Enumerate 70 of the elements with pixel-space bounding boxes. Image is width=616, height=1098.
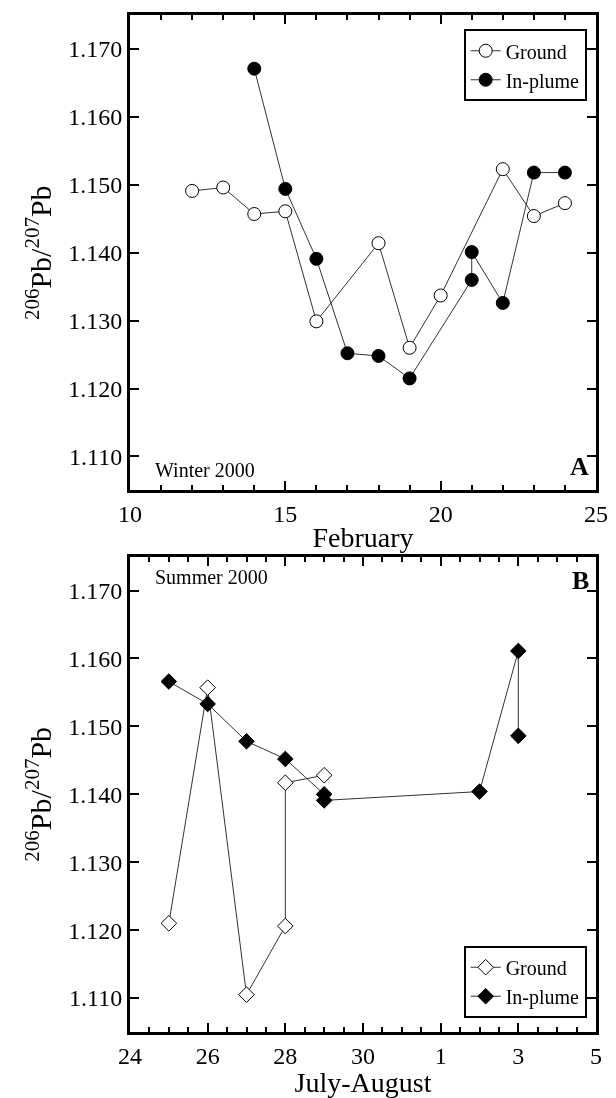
- point: [510, 727, 527, 745]
- point: [199, 679, 216, 696]
- x-axis-title: July-August: [294, 1067, 432, 1098]
- point: [402, 340, 417, 355]
- y-tick-label: 1.140: [68, 240, 123, 267]
- x-tick-label: 30: [351, 1042, 375, 1069]
- point: [557, 196, 572, 211]
- y-tick-label: 1.110: [69, 985, 123, 1012]
- point: [247, 61, 262, 76]
- y-tick-label: 1.150: [68, 172, 123, 199]
- y-tick-label: 1.130: [68, 849, 123, 876]
- x-tick-label: 24: [118, 1042, 142, 1069]
- y-tick-label: 1.140: [68, 781, 123, 808]
- x-tick-label: 5: [590, 1042, 602, 1069]
- point: [278, 181, 293, 196]
- y-tick-label: 1.120: [68, 917, 123, 944]
- point: [199, 695, 216, 713]
- annotation: A: [570, 452, 589, 481]
- point: [402, 371, 417, 386]
- point: [277, 774, 294, 792]
- x-tick-label: 20: [428, 501, 453, 528]
- annotation: Winter 2000: [155, 459, 255, 481]
- point: [526, 165, 541, 180]
- point: [309, 314, 324, 329]
- point: [464, 245, 479, 260]
- y-tick-label: 1.150: [68, 713, 123, 740]
- point: [160, 915, 178, 932]
- annotation: Summer 2000: [155, 566, 268, 588]
- x-tick-label: 10: [118, 501, 142, 528]
- x-tick-label: 26: [195, 1042, 220, 1069]
- point: [371, 236, 386, 251]
- point: [277, 917, 294, 935]
- point: [495, 295, 510, 310]
- legend-label: Ground: [505, 40, 567, 63]
- point: [277, 750, 294, 768]
- legend-label: In-plume: [505, 986, 580, 1010]
- point: [185, 183, 200, 198]
- x-tick-label: 1: [434, 1042, 447, 1069]
- point: [238, 986, 255, 1003]
- point: [340, 346, 355, 361]
- point: [557, 165, 572, 180]
- point: [433, 288, 448, 303]
- point: [247, 207, 262, 221]
- point: [238, 733, 255, 750]
- point: [526, 209, 541, 224]
- y-tick-label: 1.110: [69, 443, 123, 470]
- point: [464, 272, 479, 287]
- point: [315, 766, 333, 784]
- y-tick-label: 1.170: [68, 577, 123, 604]
- point: [371, 348, 386, 363]
- y-tick-label: 1.120: [68, 375, 123, 402]
- point: [216, 180, 231, 195]
- point: [471, 783, 488, 800]
- legend-label: In-plume: [505, 69, 580, 93]
- y-tick-label: 1.130: [68, 308, 123, 335]
- point: [495, 162, 510, 177]
- x-tick-label: 25: [584, 501, 608, 528]
- y-tick-label: 1.160: [68, 104, 123, 131]
- x-tick-label: 28: [273, 1042, 298, 1069]
- x-tick-label: 3: [512, 1042, 525, 1069]
- point: [510, 642, 527, 660]
- point: [278, 204, 293, 219]
- x-tick-label: 15: [273, 501, 298, 528]
- y-tick-label: 1.160: [68, 645, 123, 672]
- x-axis-title: February: [312, 522, 414, 554]
- y-tick-label: 1.170: [68, 36, 123, 63]
- legend-label: Ground: [505, 957, 567, 980]
- point: [309, 251, 324, 266]
- point: [160, 673, 178, 690]
- annotation: B: [572, 566, 590, 595]
